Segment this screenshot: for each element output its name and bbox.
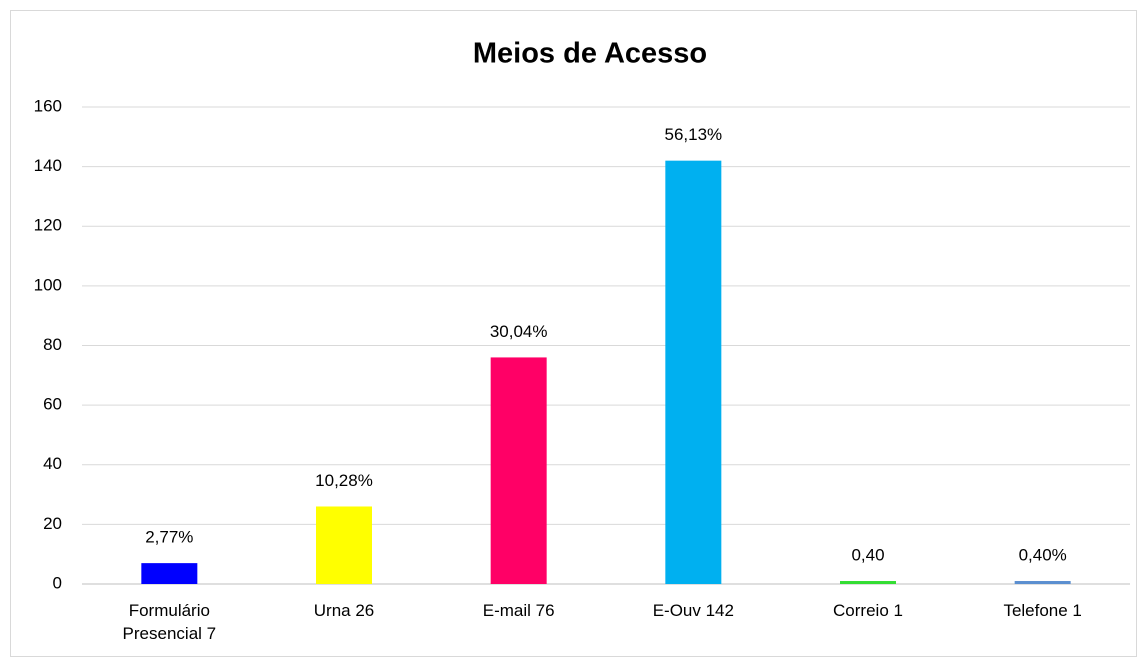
y-tick-label: 160 xyxy=(34,96,62,115)
y-tick-label: 80 xyxy=(43,335,62,354)
data-label: 0,40% xyxy=(1019,546,1067,565)
x-tick-label: Formulário Presencial 7 xyxy=(123,601,217,643)
x-tick-label: Correio 1 xyxy=(833,601,903,620)
bar xyxy=(840,581,896,584)
y-tick-label: 60 xyxy=(43,395,62,414)
x-tick-label: Urna 26 xyxy=(314,601,374,620)
chart-frame xyxy=(10,10,1137,657)
bar xyxy=(1014,581,1071,584)
data-label: 2,77% xyxy=(145,528,193,547)
chart-title: Meios de Acesso xyxy=(473,38,707,70)
y-tick-label: 40 xyxy=(43,454,62,473)
data-label: 0,40 xyxy=(851,546,884,565)
bar xyxy=(665,160,722,584)
y-tick-label: 20 xyxy=(43,514,62,533)
data-label: 10,28% xyxy=(315,471,373,490)
x-tick-label: E-Ouv 142 xyxy=(653,601,734,620)
y-tick-label: 0 xyxy=(53,573,62,592)
x-tick-label: E-mail 76 xyxy=(483,601,555,620)
x-tick-label: Telefone 1 xyxy=(1003,601,1081,620)
bar xyxy=(490,357,547,584)
y-tick-label: 120 xyxy=(34,216,62,235)
bar xyxy=(316,506,372,584)
data-label: 56,13% xyxy=(664,125,722,144)
y-tick-label: 100 xyxy=(34,275,62,294)
y-tick-label: 140 xyxy=(34,156,62,175)
bar xyxy=(141,563,198,584)
data-label: 30,04% xyxy=(490,322,548,341)
